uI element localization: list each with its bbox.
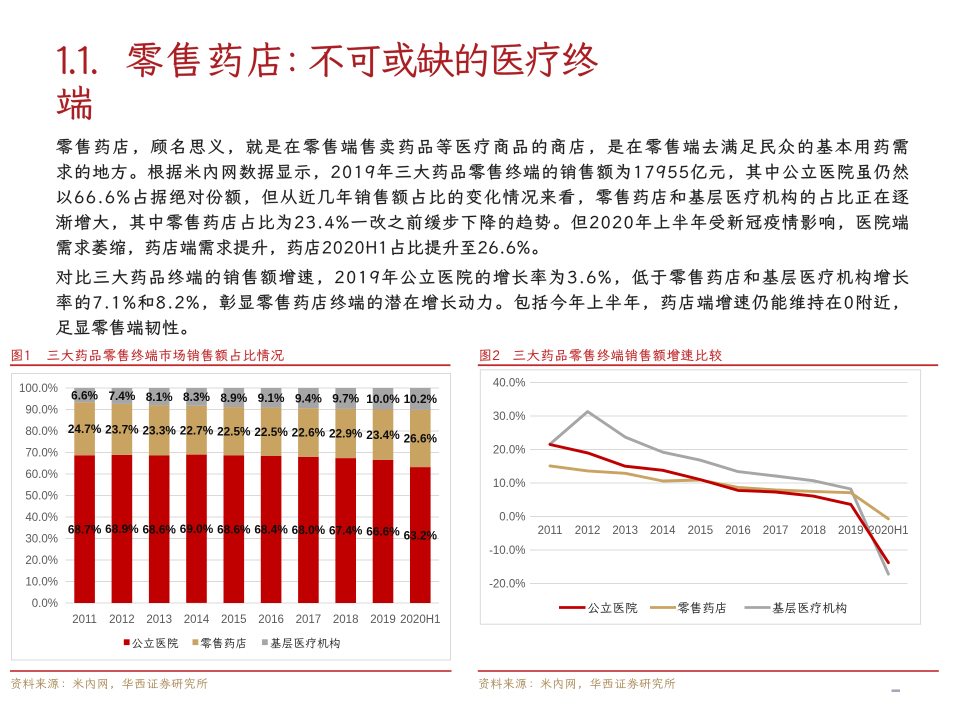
svg-text:10.0%: 10.0% xyxy=(366,392,400,406)
svg-text:63.2%: 63.2% xyxy=(404,528,438,542)
svg-text:68.0%: 68.0% xyxy=(292,523,326,537)
svg-text:7.4%: 7.4% xyxy=(108,389,135,403)
svg-text:0.0%: 0.0% xyxy=(499,512,525,524)
svg-text:50.0%: 50.0% xyxy=(25,491,58,503)
svg-text:9.1%: 9.1% xyxy=(258,391,285,405)
svg-text:2012: 2012 xyxy=(575,525,601,537)
svg-text:100.0%: 100.0% xyxy=(19,383,58,395)
svg-text:9.4%: 9.4% xyxy=(295,391,322,405)
svg-text:23.4%: 23.4% xyxy=(366,428,400,442)
svg-text:2016: 2016 xyxy=(258,614,284,626)
svg-text:2020H1: 2020H1 xyxy=(400,614,440,626)
svg-text:10.0%: 10.0% xyxy=(493,478,526,490)
svg-text:2018: 2018 xyxy=(333,614,359,626)
svg-text:40.0%: 40.0% xyxy=(493,378,526,390)
svg-text:70.0%: 70.0% xyxy=(25,448,58,460)
svg-text:2017: 2017 xyxy=(763,525,789,537)
svg-text:2018: 2018 xyxy=(800,525,826,537)
svg-text:20.0%: 20.0% xyxy=(493,445,526,457)
svg-text:69.0%: 69.0% xyxy=(180,522,214,536)
svg-text:68.6%: 68.6% xyxy=(217,522,251,536)
svg-text:-20.0%: -20.0% xyxy=(489,579,525,591)
svg-text:30.0%: 30.0% xyxy=(25,534,58,546)
svg-text:2020H1: 2020H1 xyxy=(868,525,908,537)
svg-text:2011: 2011 xyxy=(72,614,97,626)
svg-text:24.7%: 24.7% xyxy=(68,422,102,436)
svg-text:68.6%: 68.6% xyxy=(142,522,176,536)
svg-text:2019: 2019 xyxy=(838,525,864,537)
svg-text:2014: 2014 xyxy=(650,525,676,537)
svg-text:23.7%: 23.7% xyxy=(105,423,139,437)
svg-text:8.1%: 8.1% xyxy=(146,390,173,404)
svg-text:22.5%: 22.5% xyxy=(254,425,288,439)
svg-text:23.3%: 23.3% xyxy=(142,424,176,438)
svg-text:26.6%: 26.6% xyxy=(404,432,438,446)
svg-text:2013: 2013 xyxy=(146,614,172,626)
svg-text:22.6%: 22.6% xyxy=(292,426,326,440)
svg-text:2012: 2012 xyxy=(109,614,135,626)
svg-text:30.0%: 30.0% xyxy=(493,411,526,423)
svg-text:90.0%: 90.0% xyxy=(25,405,58,417)
svg-text:68.9%: 68.9% xyxy=(105,522,139,536)
svg-text:2011: 2011 xyxy=(538,525,563,537)
svg-text:68.7%: 68.7% xyxy=(68,522,102,536)
svg-text:-10.0%: -10.0% xyxy=(489,545,525,557)
svg-text:22.7%: 22.7% xyxy=(180,423,214,437)
svg-text:0.0%: 0.0% xyxy=(32,598,58,610)
svg-text:2016: 2016 xyxy=(725,525,751,537)
svg-text:9.7%: 9.7% xyxy=(332,392,359,406)
svg-text:40.0%: 40.0% xyxy=(25,512,58,524)
svg-text:8.3%: 8.3% xyxy=(183,390,210,404)
svg-text:22.9%: 22.9% xyxy=(329,427,363,441)
svg-text:6.6%: 6.6% xyxy=(71,388,98,402)
svg-text:10.0%: 10.0% xyxy=(25,577,58,589)
svg-text:66.6%: 66.6% xyxy=(366,525,400,539)
svg-text:2015: 2015 xyxy=(221,614,247,626)
svg-text:10.2%: 10.2% xyxy=(404,392,438,406)
svg-text:2013: 2013 xyxy=(612,525,638,537)
svg-text:67.4%: 67.4% xyxy=(329,524,363,538)
svg-text:8.9%: 8.9% xyxy=(220,391,247,405)
svg-text:20.0%: 20.0% xyxy=(25,555,58,567)
svg-text:80.0%: 80.0% xyxy=(25,426,58,438)
svg-text:2017: 2017 xyxy=(296,614,322,626)
svg-text:22.5%: 22.5% xyxy=(217,425,251,439)
svg-text:60.0%: 60.0% xyxy=(25,469,58,481)
svg-text:2019: 2019 xyxy=(370,614,396,626)
svg-text:2014: 2014 xyxy=(184,614,210,626)
svg-text:68.4%: 68.4% xyxy=(254,523,288,537)
svg-text:2015: 2015 xyxy=(688,525,714,537)
